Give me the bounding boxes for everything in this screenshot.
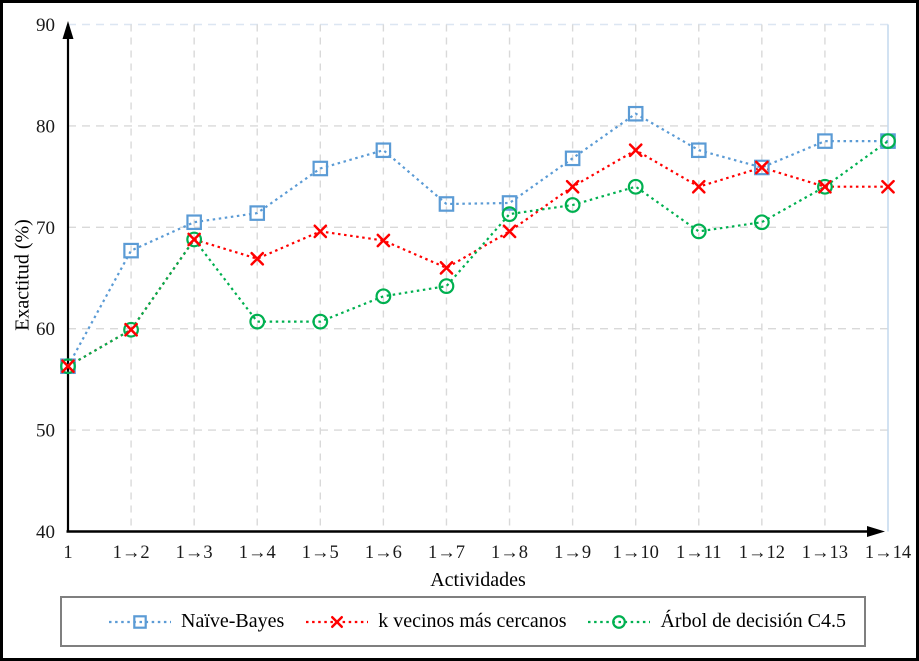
x-tick-label: 1→11 [676, 543, 722, 563]
x-tick-label: 1→7 [428, 543, 465, 563]
x-marker-icon [818, 179, 832, 194]
x-tick-label: 1 [63, 543, 72, 563]
legend-swatch [588, 614, 651, 629]
square-marker-icon [690, 142, 707, 159]
x-marker-icon [439, 261, 454, 275]
legend-item-naive-bayes: Naïve-Bayes [108, 610, 284, 633]
x-tick-label: 1→6 [365, 543, 402, 563]
series-markers-1 [61, 143, 895, 374]
x-marker-icon [754, 160, 769, 175]
square-marker-icon [817, 133, 833, 149]
circle-marker-icon [123, 321, 139, 338]
square-marker-icon [312, 160, 329, 177]
legend-label-knn: k vecinos más cercanos [378, 610, 567, 632]
circle-marker-icon [375, 288, 392, 305]
square-marker-icon [375, 142, 392, 159]
circle-marker-icon [312, 313, 329, 330]
knn-marker-icon [305, 612, 369, 632]
square-marker-icon [754, 159, 770, 176]
x-tick-label: 1→9 [554, 543, 591, 563]
x-marker-icon [331, 615, 344, 628]
y-tick-label: 50 [36, 421, 55, 442]
legend-label-naive-bayes: Naïve-Bayes [181, 610, 285, 632]
x-marker-icon [187, 232, 202, 247]
x-tick-label: 1→3 [176, 543, 213, 563]
circle-marker-icon [186, 231, 203, 248]
x-tick-label: 1→4 [239, 543, 276, 563]
y-tick-label: 60 [36, 319, 55, 340]
square-marker-icon [186, 214, 202, 231]
series-line-2 [67, 140, 889, 368]
circle-marker-icon [627, 178, 644, 195]
chart-legend: Naïve-Bayes k vecinos más cercanos Árbol… [60, 596, 866, 647]
circle-marker-icon [501, 206, 518, 223]
x-tick-label: 1→2 [113, 543, 150, 563]
square-marker-icon [438, 196, 455, 212]
circle-marker-icon [753, 214, 770, 231]
x-tick-label: 1→13 [802, 543, 848, 563]
legend-swatch [109, 614, 171, 629]
circle-marker-icon [817, 178, 833, 195]
circle-marker-icon [438, 278, 455, 295]
y-tick-label: 80 [36, 116, 55, 137]
y-tick-label: 40 [36, 522, 55, 543]
x-marker-icon [313, 224, 328, 239]
square-marker-icon [564, 150, 581, 167]
square-marker-icon [133, 614, 147, 629]
circle-marker-icon [249, 313, 266, 330]
y-tick-label: 70 [36, 218, 55, 239]
x-marker-icon [376, 233, 391, 248]
square-marker-icon [627, 105, 644, 122]
naive-bayes-marker-icon [108, 612, 172, 632]
legend-swatch [306, 615, 369, 628]
c45-marker-icon [587, 612, 651, 632]
x-marker-icon [881, 179, 895, 194]
x-tick-label: 1→5 [302, 543, 339, 563]
x-marker-icon [565, 179, 580, 194]
series-markers-2 [60, 133, 896, 375]
square-marker-icon [501, 195, 518, 211]
series-line-1 [67, 148, 888, 368]
square-marker-icon [123, 242, 139, 259]
series-path [67, 148, 888, 368]
x-tick-label: 1→10 [613, 543, 659, 563]
x-tick-label: 1→8 [491, 543, 528, 563]
x-axis-arrow-icon [867, 526, 885, 537]
accuracy-line-chart: 40 50 60 70 80 90 1 1→2 1→3 1→4 1→5 1→6 1→7 1→8 1→9 1→1… [36, 15, 911, 563]
y-axis-arrow-icon [62, 21, 74, 39]
x-marker-icon [628, 143, 643, 158]
x-marker-icon [250, 251, 265, 266]
circle-marker-icon [60, 358, 76, 375]
x-tick-label: 1→14 [865, 543, 911, 563]
x-axis-title: Actividades [430, 569, 526, 591]
circle-marker-icon [612, 614, 627, 629]
series-path [67, 140, 889, 368]
x-tick-label: 1→12 [739, 543, 785, 563]
circle-marker-icon [564, 197, 581, 213]
circle-marker-icon [690, 223, 707, 240]
square-marker-icon [249, 205, 266, 221]
x-marker-icon [124, 322, 138, 337]
legend-label-c45: Árbol de decisión C4.5 [660, 610, 846, 632]
y-axis-title: Exactitud (%) [11, 219, 34, 331]
x-marker-icon [61, 359, 75, 374]
x-marker-icon [502, 224, 517, 239]
y-tick-label: 90 [36, 15, 55, 36]
circle-marker-icon [880, 133, 896, 150]
legend-item-c45: Árbol de decisión C4.5 [587, 610, 846, 633]
x-marker-icon [691, 179, 706, 194]
legend-item-knn: k vecinos más cercanos [305, 610, 567, 633]
